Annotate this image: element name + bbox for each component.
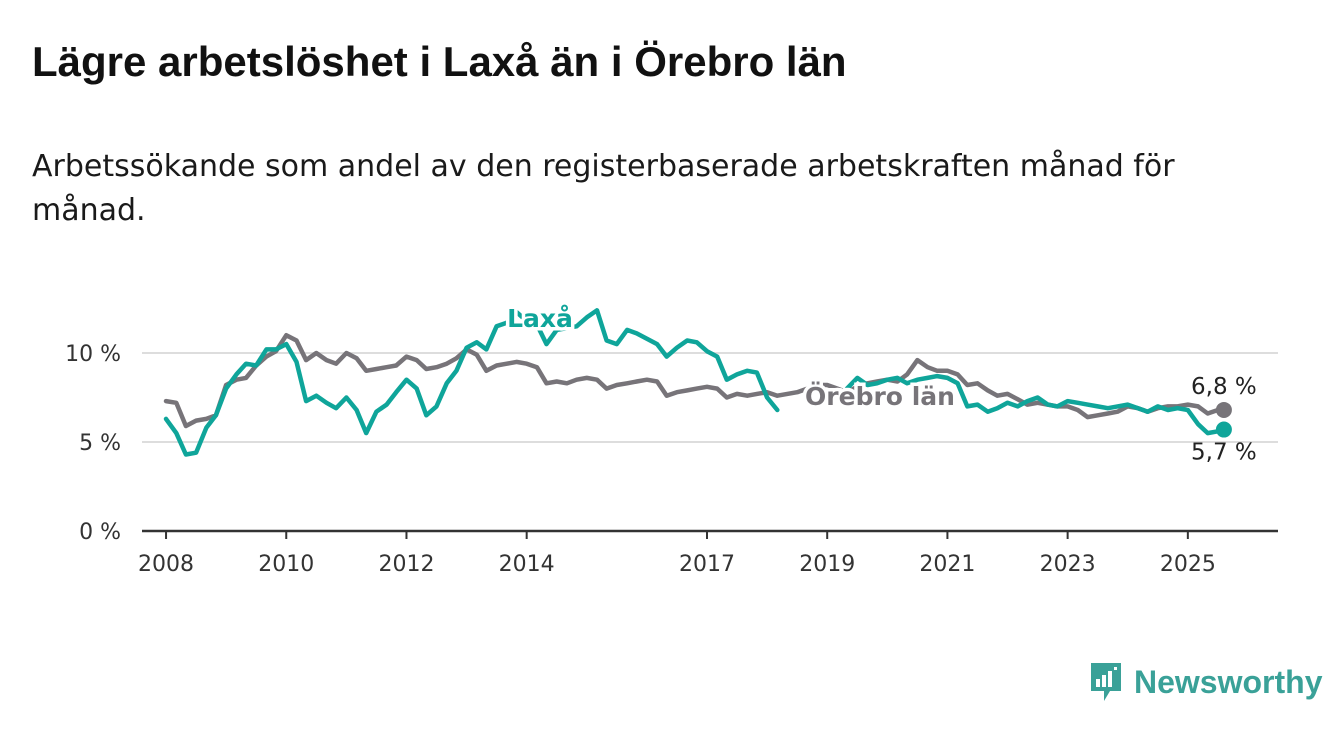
x-tick-label: 2021 [919, 552, 975, 577]
x-tick-label: 2014 [499, 552, 555, 577]
series-line-laxa [163, 308, 780, 457]
series-lines [163, 308, 1232, 457]
chart-subtitle: Arbetssökande som andel av den registerb… [32, 149, 1175, 228]
chart-title: Lägre arbetslöshet i Laxå än i Örebro lä… [32, 38, 847, 85]
x-tick-label: 2025 [1160, 552, 1216, 577]
series-line-laxa [844, 373, 1227, 436]
newsworthy-logo-icon [1091, 663, 1121, 701]
end-point-orebro-lan [1215, 401, 1232, 418]
end-point-laxa [1215, 421, 1232, 438]
brand[interactable]: Newsworthy [1088, 660, 1322, 704]
x-tick-label: 2012 [378, 552, 434, 577]
end-label-orebro-lan: 6,8 % [1191, 374, 1257, 400]
brand-name: Newsworthy [1134, 663, 1323, 700]
labels: 6,8 % 5,7 % Laxå Örebro län [504, 301, 1257, 466]
series-label-laxa: Laxå [507, 304, 573, 333]
end-label-laxa: 5,7 % [1191, 440, 1257, 466]
y-tick-label: 5 % [79, 431, 121, 456]
y-tick-label: 0 % [79, 520, 121, 545]
series-label-orebro-lan: Örebro län [805, 381, 955, 411]
y-tick-label: 10 % [65, 342, 121, 367]
x-tick-label: 2023 [1040, 552, 1096, 577]
axes: 0 % 5 % 10 % 2008 2010 2012 2014 2017 2019 2021 20… [65, 342, 1278, 577]
x-tick-label: 2008 [138, 552, 194, 577]
x-tick-label: 2010 [258, 552, 314, 577]
x-tick-label: 2019 [799, 552, 855, 577]
x-tick-label: 2017 [679, 552, 735, 577]
series-line-orebro-lan [163, 332, 1227, 429]
